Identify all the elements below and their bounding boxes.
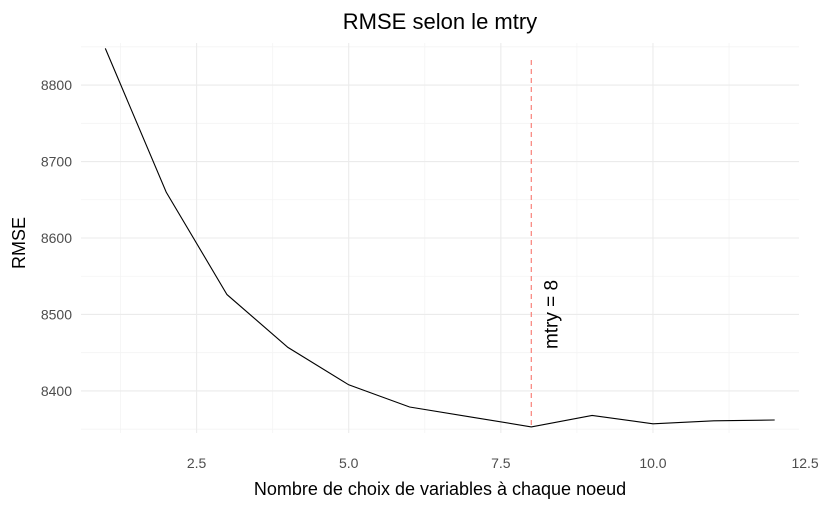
x-tick-label: 10.0	[639, 455, 666, 471]
mtry-annotation: mtry = 8	[541, 280, 562, 349]
chart-title: RMSE selon le mtry	[343, 9, 537, 34]
y-tick-label: 8500	[41, 306, 72, 322]
y-tick-label: 8400	[41, 383, 72, 399]
y-tick-label: 8700	[41, 154, 72, 170]
x-tick-label: 7.5	[491, 455, 511, 471]
major-gridlines	[81, 43, 799, 433]
y-axis-tick-labels: 8400 8500 8600 8700 8800	[41, 77, 72, 399]
y-tick-label: 8600	[41, 230, 72, 246]
x-axis-tick-labels: 2.5 5.0 7.5 10.0 12.5	[187, 455, 819, 471]
y-axis-title: RMSE	[9, 217, 29, 269]
x-tick-label: 5.0	[339, 455, 359, 471]
x-axis-title: Nombre de choix de variables à chaque no…	[254, 479, 626, 499]
rmse-series-line	[104, 48, 775, 428]
y-tick-label: 8800	[41, 77, 72, 93]
x-tick-label: 2.5	[187, 455, 207, 471]
x-tick-label: 12.5	[791, 455, 818, 471]
